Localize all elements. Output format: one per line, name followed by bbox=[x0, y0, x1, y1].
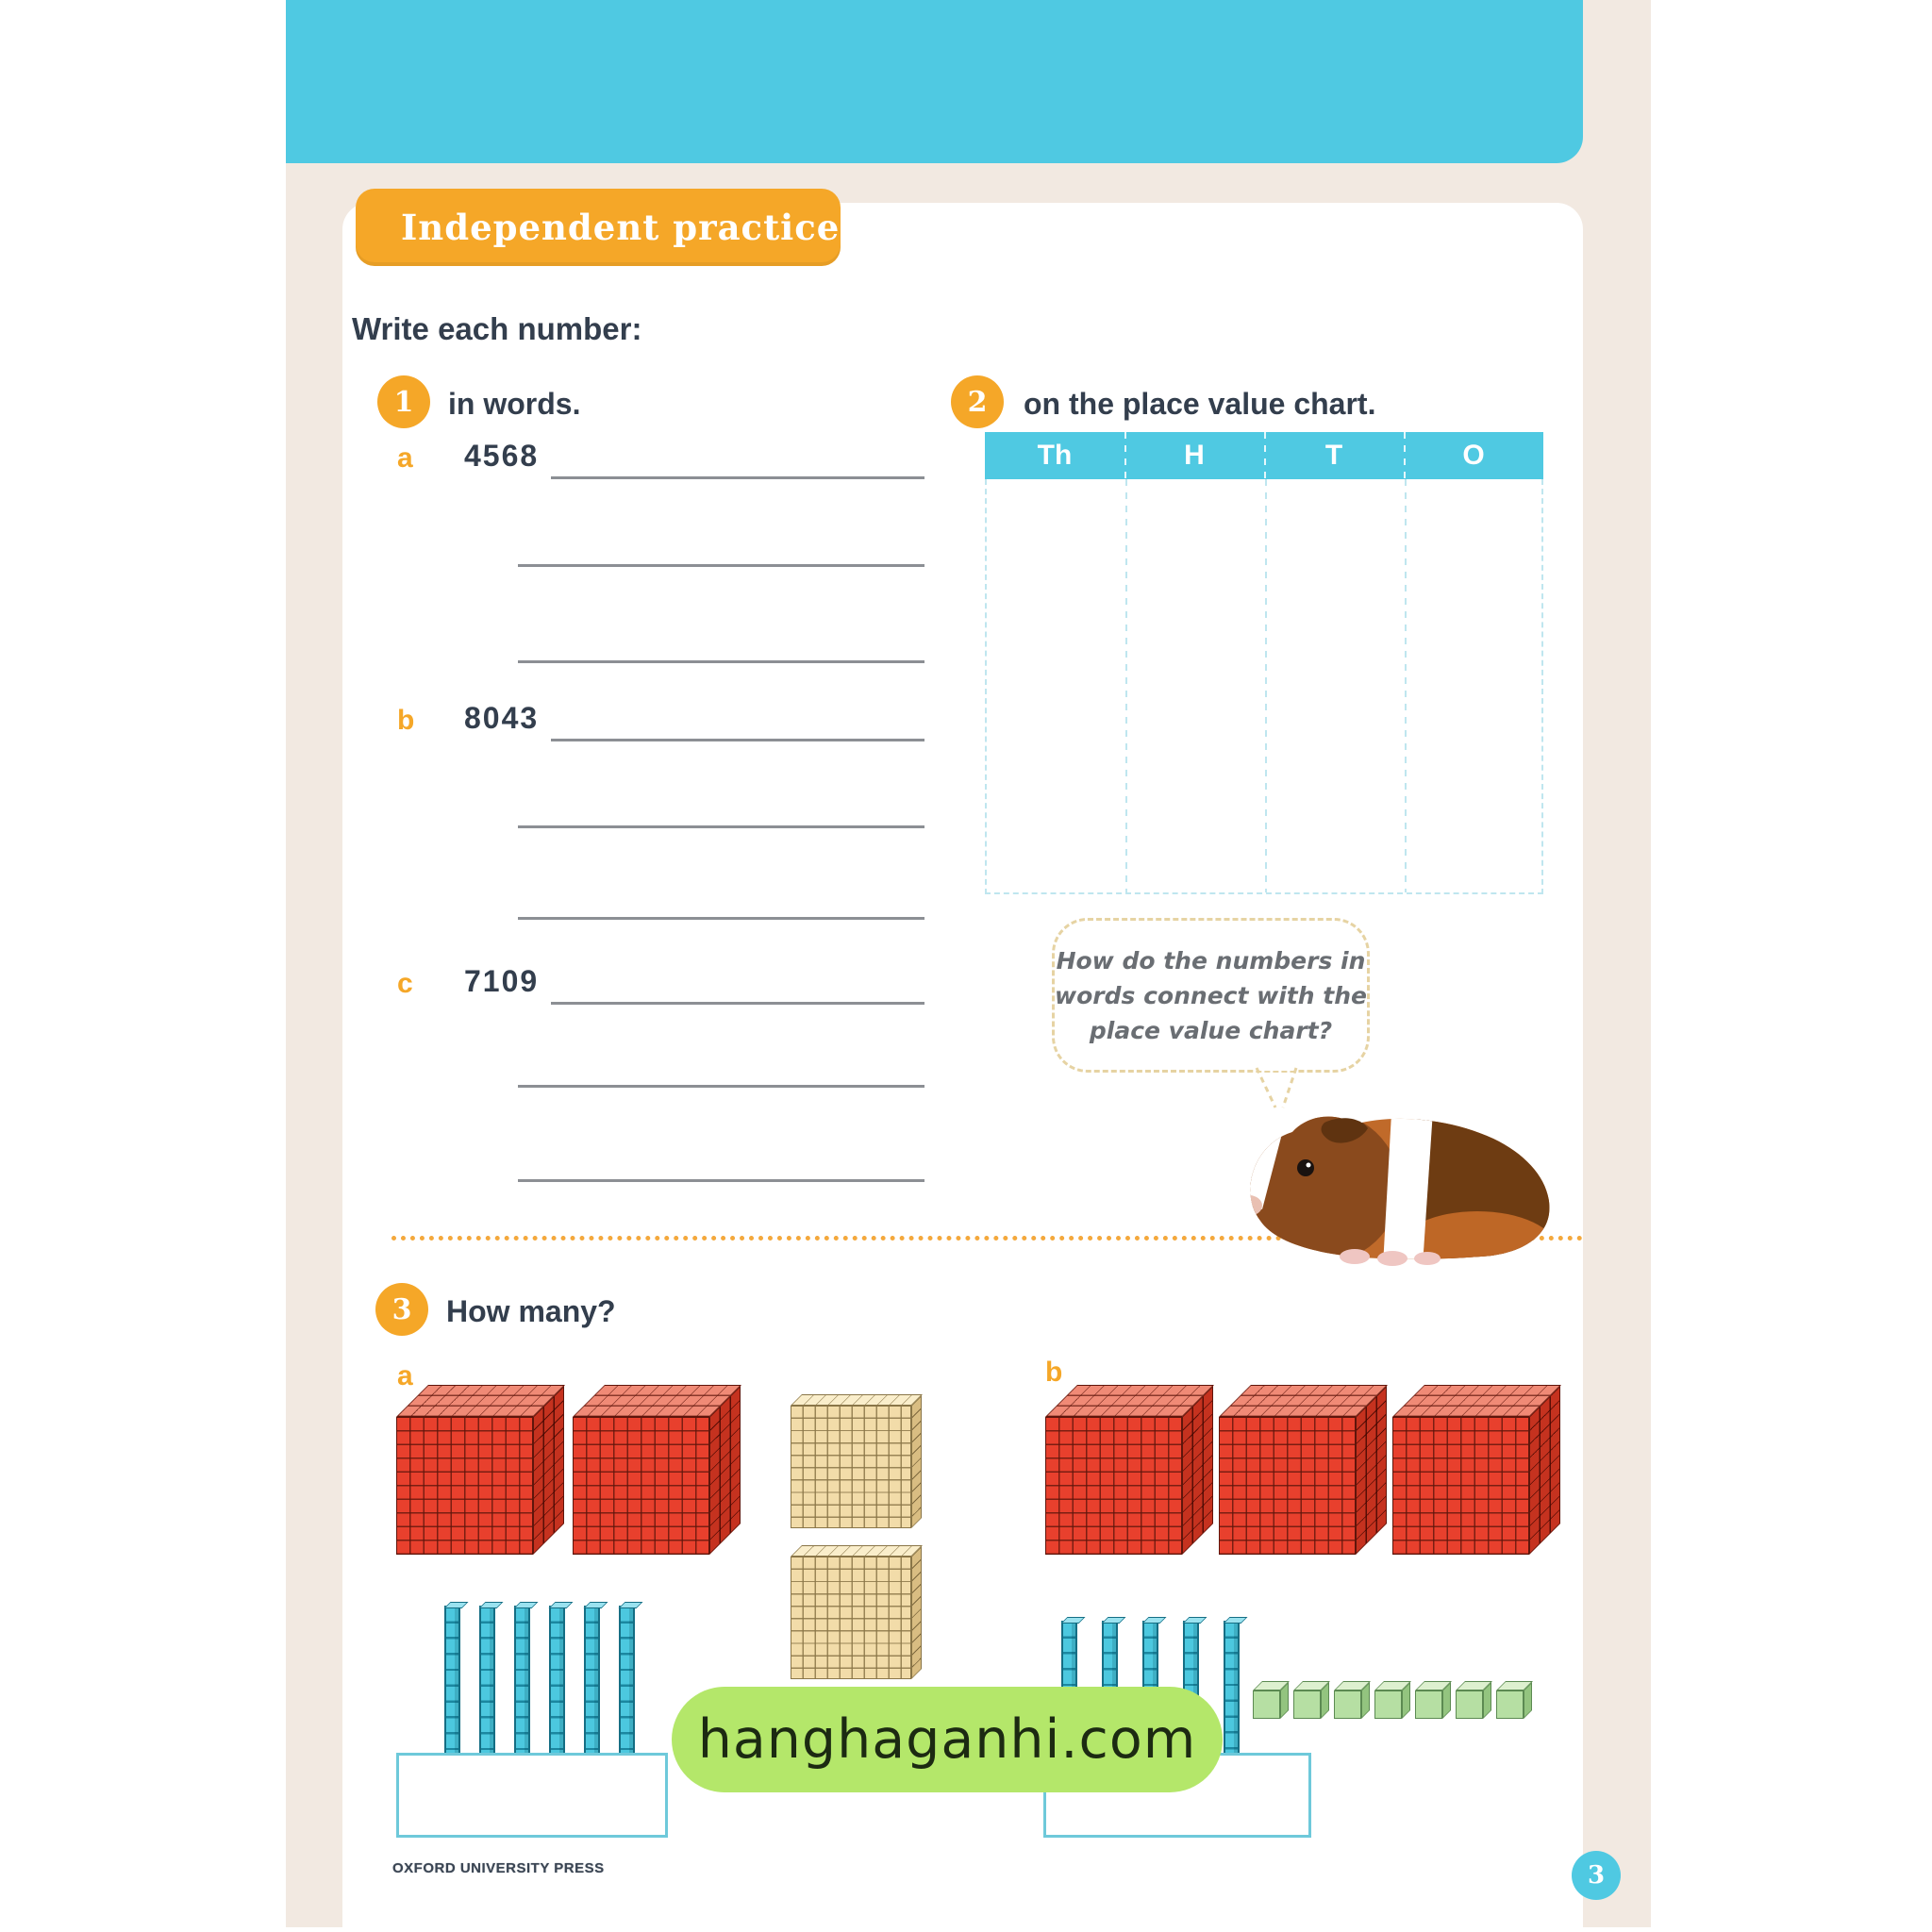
ten-rod bbox=[619, 1606, 635, 1764]
section-banner: Independent practice bbox=[356, 189, 841, 266]
item-b-write-line-3[interactable] bbox=[518, 917, 924, 920]
part-a-answer-box[interactable] bbox=[396, 1753, 668, 1838]
speech-bubble-tail bbox=[1255, 1067, 1298, 1108]
page-number: 3 bbox=[1587, 1861, 1606, 1890]
top-header-bar bbox=[286, 0, 1583, 163]
part-b-one-cubes bbox=[1253, 1681, 1533, 1719]
place-value-column-header: Th bbox=[1037, 440, 1073, 471]
item-c-write-line-1[interactable] bbox=[551, 1002, 924, 1005]
part-a-hundred-flats bbox=[791, 1394, 923, 1679]
speech-bubble-line: How do the numbers in bbox=[1056, 946, 1366, 974]
one-cube bbox=[1334, 1681, 1371, 1719]
guinea-pig-image bbox=[1250, 1116, 1550, 1266]
item-a-label: a bbox=[397, 442, 413, 474]
ten-rod bbox=[479, 1606, 495, 1764]
item-b-write-line-2[interactable] bbox=[518, 825, 924, 828]
speech-bubble: How do the numbers in words connect with… bbox=[1052, 918, 1370, 1073]
exercise2-number: 2 bbox=[967, 385, 988, 419]
item-b-write-line-1[interactable] bbox=[551, 739, 924, 741]
place-value-chart: Th H T O bbox=[985, 432, 1543, 894]
exercise1-number-badge: 1 bbox=[377, 375, 430, 428]
item-b-label: b bbox=[397, 705, 415, 736]
dotted-divider bbox=[391, 1236, 1583, 1241]
item-a-write-line-1[interactable] bbox=[551, 476, 924, 479]
speech-bubble-line: place value chart? bbox=[1089, 1016, 1333, 1044]
watermark-text: hanghaganhi.com bbox=[697, 1708, 1197, 1771]
item-a-write-line-2[interactable] bbox=[518, 564, 924, 567]
exercise2-number-badge: 2 bbox=[951, 375, 1004, 428]
section-banner-label: Independent practice bbox=[401, 207, 841, 248]
thousand-cube bbox=[1392, 1385, 1561, 1556]
instruction-text: Write each number: bbox=[352, 311, 642, 346]
thousand-cube bbox=[1045, 1385, 1214, 1556]
ten-rod bbox=[549, 1606, 565, 1764]
item-a-number: 4568 bbox=[464, 439, 540, 473]
place-value-column-header: H bbox=[1184, 440, 1205, 471]
place-value-chart-header: Th H T O bbox=[985, 432, 1543, 479]
one-cube bbox=[1456, 1681, 1492, 1719]
exercise3-title: How many? bbox=[446, 1294, 616, 1328]
part-a-ten-rods bbox=[444, 1606, 635, 1764]
place-value-column-header: T bbox=[1324, 440, 1343, 471]
ten-rod bbox=[444, 1606, 460, 1764]
item-b-number: 8043 bbox=[464, 701, 540, 735]
speech-bubble-line: words connect with the bbox=[1055, 981, 1367, 1009]
ten-rod bbox=[584, 1606, 600, 1764]
page-number-badge: 3 bbox=[1572, 1851, 1621, 1900]
part-a-label: a bbox=[397, 1360, 413, 1391]
exercise3-number: 3 bbox=[391, 1292, 412, 1326]
item-c-number: 7109 bbox=[464, 964, 540, 998]
ten-rod bbox=[1224, 1621, 1240, 1758]
one-cube bbox=[1496, 1681, 1533, 1719]
exercise2-title: on the place value chart. bbox=[1024, 387, 1376, 421]
item-c-write-line-2[interactable] bbox=[518, 1085, 924, 1088]
hundred-flat bbox=[791, 1394, 923, 1528]
one-cube bbox=[1293, 1681, 1330, 1719]
watermark-pill: hanghaganhi.com bbox=[672, 1687, 1223, 1792]
part-b-label: b bbox=[1045, 1357, 1063, 1388]
ten-rod bbox=[514, 1606, 530, 1764]
item-a-write-line-3[interactable] bbox=[518, 660, 924, 663]
thousand-cube bbox=[396, 1385, 565, 1556]
place-value-chart-body[interactable] bbox=[985, 479, 1543, 894]
item-c-label: c bbox=[397, 968, 413, 999]
one-cube bbox=[1415, 1681, 1452, 1719]
exercise3-number-badge: 3 bbox=[375, 1283, 428, 1336]
part-b-thousand-blocks bbox=[1045, 1385, 1561, 1556]
exercise1-title: in words. bbox=[448, 387, 581, 421]
exercise1-number: 1 bbox=[393, 385, 414, 419]
one-cube bbox=[1374, 1681, 1411, 1719]
item-c-write-line-3[interactable] bbox=[518, 1179, 924, 1182]
hundred-flat bbox=[791, 1545, 923, 1679]
place-value-column-header: O bbox=[1462, 440, 1485, 471]
speech-bubble-tail-mask bbox=[1255, 1064, 1294, 1071]
thousand-cube bbox=[1219, 1385, 1388, 1556]
one-cube bbox=[1253, 1681, 1290, 1719]
part-a-thousand-blocks bbox=[396, 1385, 741, 1556]
thousand-cube bbox=[573, 1385, 741, 1556]
publisher-footer: OXFORD UNIVERSITY PRESS bbox=[392, 1860, 605, 1876]
